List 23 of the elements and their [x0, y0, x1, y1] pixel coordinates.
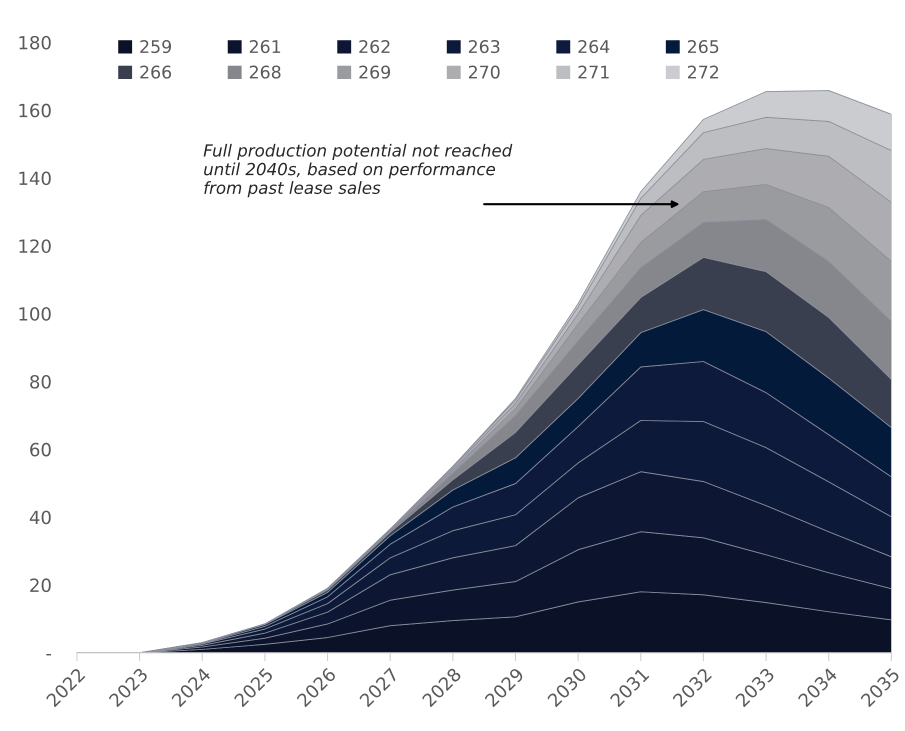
legend-label: 262 — [359, 40, 390, 54]
legend-label: 264 — [578, 40, 610, 54]
legend-label: 259 — [140, 40, 171, 54]
legend-label: 263 — [468, 40, 500, 54]
y-tick-label: 160 — [19, 104, 51, 118]
y-tick-label: - — [46, 654, 52, 656]
y-tick-label: 60 — [30, 442, 51, 456]
legend-label: 270 — [468, 66, 500, 79]
legend-label: 265 — [688, 40, 718, 54]
legend-label: 269 — [359, 66, 390, 79]
y-tick-label: 20 — [30, 578, 51, 592]
y-tick-label: 140 — [19, 172, 51, 186]
legend-label: 271 — [578, 66, 609, 78]
y-tick-label: 80 — [30, 374, 51, 389]
y-tick-label: 120 — [19, 239, 51, 253]
legend-label: 266 — [140, 66, 172, 79]
legend-label: 272 — [688, 66, 718, 78]
legend-label: 268 — [250, 66, 281, 79]
annotation: Full production potential not reached until 2040s, based on performance from past lease sales — [204, 144, 512, 198]
y-tick-label: 100 — [19, 307, 51, 321]
y-tick-label: 180 — [19, 36, 51, 50]
y-tick-label: 40 — [30, 510, 51, 524]
legend-label: 261 — [250, 40, 280, 54]
